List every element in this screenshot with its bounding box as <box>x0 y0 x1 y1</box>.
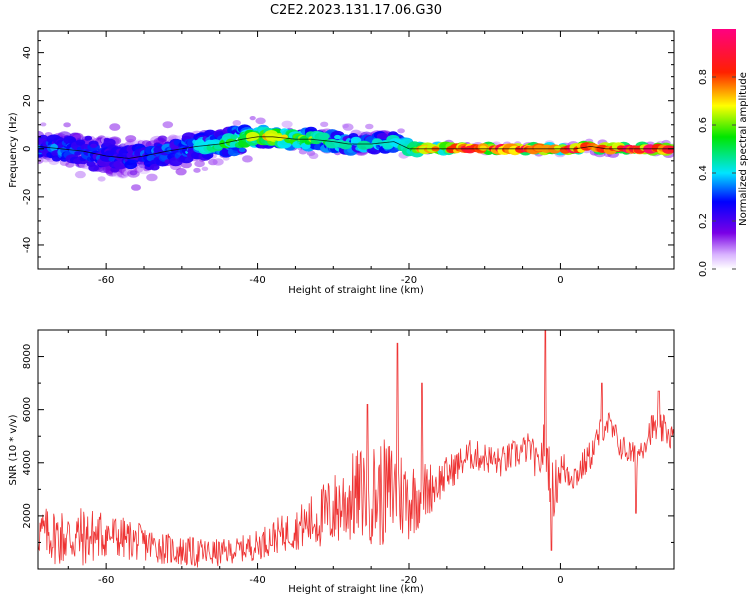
spectral-blob <box>334 134 341 140</box>
y-tick-label: 8000 <box>22 344 33 369</box>
y-tick-label: 6000 <box>22 397 33 422</box>
colorbar-label: Normalized spectral amplitude <box>738 72 749 226</box>
spectrogram-x-axis-label: Height of straight line (km) <box>288 285 424 296</box>
spectral-blob <box>232 120 242 126</box>
x-tick-label: 0 <box>557 275 563 286</box>
spectral-blob <box>74 151 82 156</box>
spectral-blob <box>479 145 487 151</box>
x-tick-label: 0 <box>557 575 563 586</box>
snr-panel: -60 -40 -20 0 2000 4000 6000 8000 Height of st… <box>8 329 675 595</box>
y-tick-label: -20 <box>22 189 33 205</box>
spectral-blob <box>40 122 47 127</box>
spectrogram-panel: -60 -40 -20 0 -40 -20 0 20 40 Height of straigh… <box>8 30 675 296</box>
spectral-blob <box>372 138 383 146</box>
spectral-blob <box>84 135 93 141</box>
spectral-blob <box>212 158 224 166</box>
spectral-blob <box>365 123 374 130</box>
spectral-blob <box>63 122 71 128</box>
spectral-blob <box>129 170 138 176</box>
x-tick-label: -20 <box>401 575 417 586</box>
snr-x-ticks: -60 -40 -20 0 <box>67 330 675 586</box>
spectral-blob <box>308 152 319 159</box>
spectral-blob <box>109 123 121 131</box>
spectral-blob <box>365 143 374 149</box>
spectral-blob <box>175 168 187 176</box>
spectral-blob <box>97 176 106 182</box>
spectral-blob <box>246 131 260 141</box>
y-tick-label: 0 <box>22 146 33 152</box>
spectral-blob <box>75 139 86 146</box>
spectrogram-x-ticks: -60 -40 -20 0 <box>67 31 675 286</box>
spectral-blob <box>339 141 352 150</box>
colorbar-tick-label: 0.0 <box>698 261 709 277</box>
spectral-blob <box>90 143 98 149</box>
spectral-blob <box>318 132 330 140</box>
spectral-blob <box>238 147 246 153</box>
snr-series-line <box>38 330 674 568</box>
spectral-blob <box>255 117 266 125</box>
spectral-blob <box>230 134 238 140</box>
spectral-blob <box>88 164 99 172</box>
snr-x-axis-label: Height of straight line (km) <box>288 584 424 595</box>
figure-title: C2E2.2023.131.17.06.G30 <box>270 3 442 18</box>
x-tick-label: -20 <box>401 275 417 286</box>
spectral-blob <box>553 145 561 151</box>
colorbar-gradient <box>712 29 736 269</box>
spectral-blob <box>249 116 256 121</box>
spectral-blob <box>350 136 362 144</box>
colorbar-tick-label: 0.4 <box>698 165 709 181</box>
spectral-blob <box>74 170 86 179</box>
spectral-blob <box>146 173 158 182</box>
spectral-blob <box>162 121 174 129</box>
spectral-blob <box>201 166 209 171</box>
spectral-blob <box>376 132 389 141</box>
spectral-blob <box>193 167 201 173</box>
colorbar-tick-label: 0.2 <box>698 213 709 229</box>
spectral-blob <box>397 128 405 134</box>
x-tick-label: -60 <box>98 575 114 586</box>
spectrogram-y-axis-label: Frequency (Hz) <box>8 112 19 188</box>
y-tick-label: 40 <box>22 46 33 59</box>
y-tick-label: 2000 <box>22 503 33 528</box>
spectral-blob <box>281 120 293 128</box>
snr-plot-area <box>38 330 674 568</box>
frequency-track-line <box>38 136 674 159</box>
x-tick-label: -60 <box>98 275 114 286</box>
snr-y-axis-label: SNR (10 * v/v) <box>8 414 19 485</box>
y-tick-label: 20 <box>22 94 33 107</box>
colorbar-ticks: 0.0 0.2 0.4 0.6 0.8 <box>698 69 736 277</box>
spectrogram-y-ticks: -40 -20 0 20 40 <box>22 40 674 258</box>
colorbar-tick-label: 0.8 <box>698 69 709 85</box>
colorbar: 0.0 0.2 0.4 0.6 0.8 Normalized spectral ampl… <box>698 29 749 277</box>
y-tick-label: -40 <box>22 237 33 253</box>
x-tick-label: -40 <box>249 275 265 286</box>
x-tick-label: -40 <box>249 575 265 586</box>
spectral-blob <box>320 121 329 128</box>
spectral-blob <box>108 156 116 162</box>
spectrogram-frame <box>37 30 675 270</box>
spectral-blob <box>194 160 205 168</box>
spectral-blob <box>131 184 141 191</box>
spectral-blob <box>149 163 160 171</box>
spectral-blob <box>342 123 354 131</box>
y-tick-label: 4000 <box>22 450 33 475</box>
colorbar-tick-label: 0.6 <box>698 117 709 133</box>
snr-y-ticks: 2000 4000 6000 8000 <box>22 329 674 543</box>
spectral-blob <box>125 135 137 143</box>
spectral-blob <box>242 155 253 163</box>
spectrogram-plot-area <box>38 116 674 191</box>
snr-frame <box>37 329 675 570</box>
